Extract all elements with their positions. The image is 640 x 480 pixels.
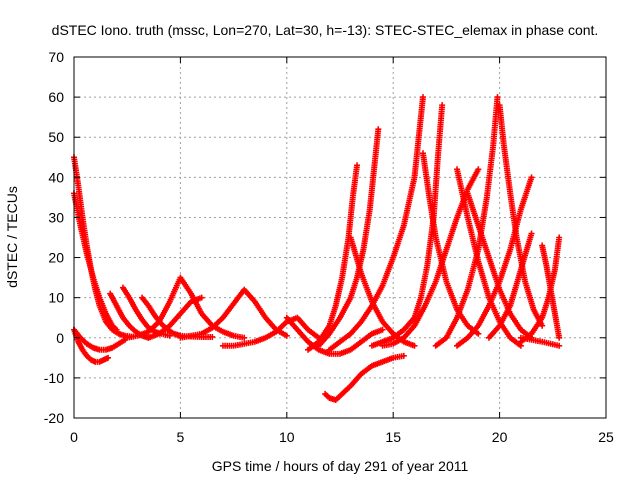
series-arc-28: [539, 242, 563, 341]
y-tick-label: 60: [48, 89, 64, 105]
series-arc-03: [71, 326, 112, 365]
data-point-marker: [400, 352, 407, 359]
data-point-marker: [105, 354, 112, 361]
y-axis-label: dSTEC / TECUs: [4, 186, 20, 288]
axis-ticks: 0 5 10 15 20 25 -20 -10 0 10 20 30 40 50 60 70: [44, 49, 614, 445]
series-arc-13: [322, 352, 407, 403]
data-point-marker: [198, 294, 205, 301]
data-point-marker: [556, 342, 563, 349]
series-arc-22: [454, 166, 524, 349]
y-tick-label: 50: [48, 129, 64, 145]
data-point-marker: [439, 102, 446, 109]
x-tick-label: 20: [492, 429, 508, 445]
series-arc-25: [454, 174, 535, 349]
data-point-marker: [556, 234, 563, 241]
y-tick-label: 10: [48, 290, 64, 306]
series-arc-26: [485, 230, 535, 341]
y-tick-label: 70: [48, 49, 64, 65]
series-arc-15: [315, 126, 382, 349]
series-arc-16: [326, 94, 426, 353]
y-tick-label: 30: [48, 209, 64, 225]
data-point-marker: [166, 332, 173, 339]
y-tick-label: -20: [44, 410, 64, 426]
data-point-marker: [375, 126, 382, 133]
y-tick-label: -10: [44, 370, 64, 386]
series-arc-02: [71, 190, 120, 333]
data-point-marker: [411, 342, 418, 349]
data-point-marker: [419, 94, 426, 101]
data-point-marker: [354, 162, 361, 169]
data-series: [71, 94, 563, 403]
x-tick-label: 25: [598, 429, 614, 445]
series-arc-29: [517, 334, 563, 349]
data-point-marker: [494, 94, 501, 101]
series-arc-12: [283, 314, 386, 357]
series-arc-04: [71, 326, 129, 353]
x-tick-label: 10: [279, 429, 295, 445]
series-arc-09: [145, 294, 205, 341]
data-point-marker: [475, 166, 482, 173]
x-tick-label: 0: [70, 429, 78, 445]
x-tick-label: 5: [177, 429, 185, 445]
grid-lines: [74, 57, 606, 418]
x-tick-label: 15: [385, 429, 401, 445]
data-point-marker: [528, 230, 535, 237]
y-tick-label: 20: [48, 250, 64, 266]
data-point-marker: [113, 326, 120, 333]
data-point-marker: [283, 332, 290, 339]
data-point-marker: [539, 322, 546, 329]
series-arc-20: [419, 150, 482, 337]
data-point-marker: [556, 334, 563, 341]
y-tick-label: 0: [56, 330, 64, 346]
data-point-marker: [379, 326, 386, 333]
data-point-marker: [475, 330, 482, 337]
x-axis-label: GPS time / hours of day 291 of year 2011: [212, 458, 469, 474]
chart-title: dSTEC Iono. truth (mssc, Lon=270, Lat=30…: [52, 22, 599, 38]
series-arc-08: [124, 274, 248, 341]
plot-frame: [73, 56, 607, 419]
series-arc-11: [219, 314, 322, 349]
data-point-marker: [528, 174, 535, 181]
data-point-marker: [241, 334, 248, 341]
y-tick-label: 40: [48, 169, 64, 185]
data-point-marker: [209, 333, 216, 340]
